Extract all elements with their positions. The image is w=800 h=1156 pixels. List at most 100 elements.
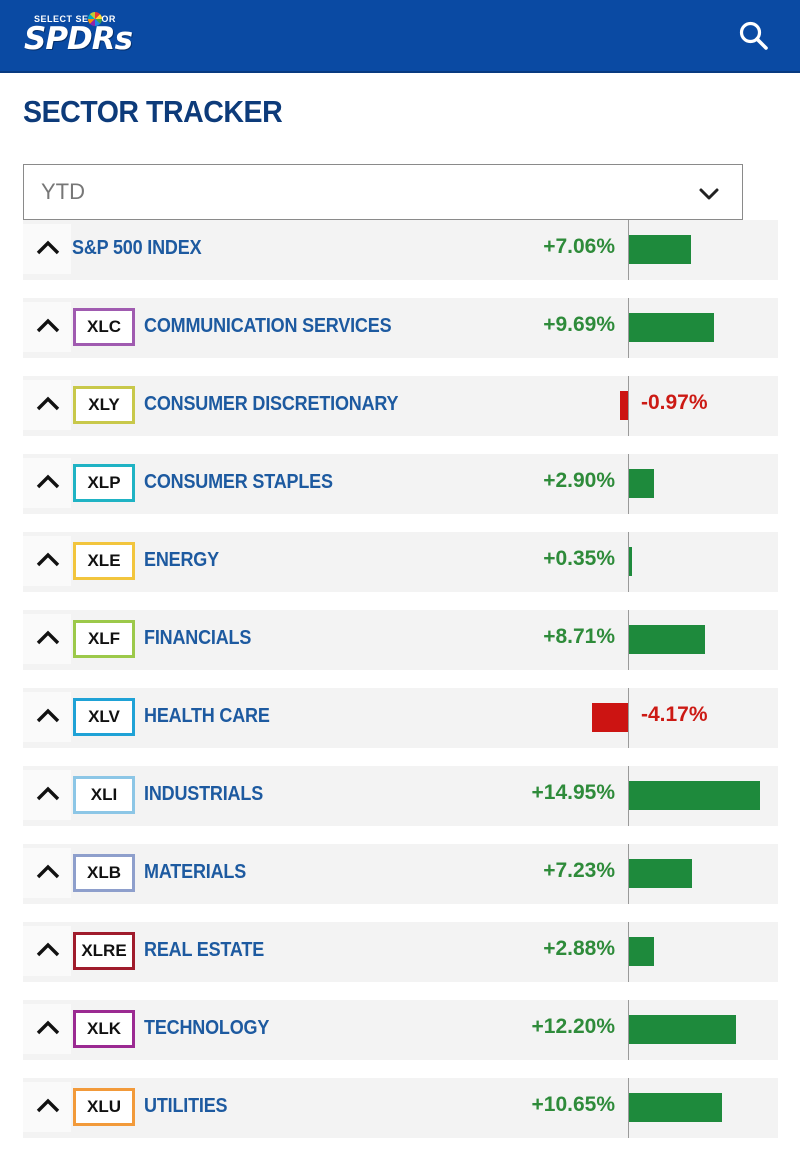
bar-axis-line <box>628 610 629 670</box>
bar-axis-line <box>628 844 629 904</box>
sector-name[interactable]: COMMUNICATION SERVICES <box>144 315 392 337</box>
sector-name[interactable]: CONSUMER STAPLES <box>144 471 333 493</box>
performance-bar <box>629 469 655 498</box>
sector-row: XLK TECHNOLOGY +12.20% <box>23 1000 778 1060</box>
expand-toggle-button[interactable] <box>23 380 71 430</box>
performance-bar <box>629 781 760 810</box>
percent-change: +14.95% <box>531 781 616 804</box>
bar-axis-line <box>628 298 629 358</box>
sector-name[interactable]: INDUSTRIALS <box>144 783 264 805</box>
performance-bar <box>629 313 714 342</box>
bar-axis-line <box>628 532 629 592</box>
percent-change: -0.97% <box>641 391 708 414</box>
sector-name[interactable]: HEALTH CARE <box>144 705 270 727</box>
performance-bar <box>629 937 655 966</box>
ticker-badge[interactable]: XLK <box>73 1010 135 1048</box>
sector-row: XLE ENERGY +0.35% <box>23 532 778 592</box>
ticker-badge[interactable]: XLC <box>73 308 135 346</box>
sector-row: XLY CONSUMER DISCRETIONARY -0.97% <box>23 376 778 436</box>
ticker-badge[interactable]: XLV <box>73 698 135 736</box>
expand-toggle-button[interactable] <box>23 926 71 976</box>
sector-name[interactable]: UTILITIES <box>144 1095 228 1117</box>
sector-name[interactable]: FINANCIALS <box>144 627 252 649</box>
performance-bar <box>629 1093 723 1122</box>
ticker-badge[interactable]: XLI <box>73 776 135 814</box>
sector-name[interactable]: MATERIALS <box>144 861 247 883</box>
performance-bar <box>591 703 628 732</box>
sector-row: XLI INDUSTRIALS +14.95% <box>23 766 778 826</box>
select-sector-spdrs-logo[interactable]: SELECT SECTOR SPDRs <box>24 12 154 58</box>
expand-toggle-button[interactable] <box>23 770 71 820</box>
top-navigation-bar: SELECT SECTOR SPDRs <box>0 0 800 73</box>
bar-axis-line <box>628 1000 629 1060</box>
percent-change: +8.71% <box>543 625 615 648</box>
sector-row: S&P 500 INDEX +7.06% <box>23 220 778 280</box>
chevron-up-icon <box>36 786 60 801</box>
sector-row: XLC COMMUNICATION SERVICES +9.69% <box>23 298 778 358</box>
percent-change: +10.65% <box>531 1093 616 1116</box>
expand-toggle-button[interactable] <box>23 1082 71 1132</box>
performance-bar <box>629 625 706 654</box>
sector-name[interactable]: CONSUMER DISCRETIONARY <box>144 393 399 415</box>
percent-change: -4.17% <box>641 703 708 726</box>
chevron-up-icon <box>36 630 60 645</box>
sector-row: XLF FINANCIALS +8.71% <box>23 610 778 670</box>
performance-bar <box>629 859 693 888</box>
logo-top-text: SELECT SECTOR <box>34 14 116 24</box>
ticker-badge[interactable]: XLF <box>73 620 135 658</box>
performance-bar <box>619 391 628 420</box>
percent-change: +2.88% <box>543 937 615 960</box>
period-select[interactable]: YTD <box>23 164 743 220</box>
ticker-badge[interactable]: XLY <box>73 386 135 424</box>
bar-axis-line <box>628 766 629 826</box>
chevron-up-icon <box>36 1098 60 1113</box>
chevron-up-icon <box>36 864 60 879</box>
sector-name[interactable]: S&P 500 INDEX <box>72 237 202 259</box>
sector-row: XLRE REAL ESTATE +2.88% <box>23 922 778 982</box>
sector-tracker-list: S&P 500 INDEX +7.06% XLC COMMUNICATION SERV… <box>23 220 778 1156</box>
percent-change: +7.06% <box>543 235 615 258</box>
chevron-up-icon <box>36 318 60 333</box>
period-select-value: YTD <box>41 179 85 204</box>
chevron-up-icon <box>36 1020 60 1035</box>
search-icon[interactable] <box>738 20 770 52</box>
chevron-up-icon <box>36 942 60 957</box>
chevron-up-icon <box>36 552 60 567</box>
expand-toggle-button[interactable] <box>23 458 71 508</box>
sector-row: XLV HEALTH CARE -4.17% <box>23 688 778 748</box>
ticker-badge[interactable]: XLP <box>73 464 135 502</box>
expand-toggle-button[interactable] <box>23 224 71 274</box>
ticker-badge[interactable]: XLE <box>73 542 135 580</box>
percent-change: +2.90% <box>543 469 615 492</box>
logo-wheel-icon <box>88 12 102 26</box>
sector-name[interactable]: REAL ESTATE <box>144 939 265 961</box>
chevron-up-icon <box>36 708 60 723</box>
bar-axis-line <box>628 1078 629 1138</box>
ticker-badge[interactable]: XLB <box>73 854 135 892</box>
chevron-up-icon <box>36 240 60 255</box>
percent-change: +7.23% <box>543 859 615 882</box>
expand-toggle-button[interactable] <box>23 614 71 664</box>
sector-row: XLP CONSUMER STAPLES +2.90% <box>23 454 778 514</box>
page-title: SECTOR TRACKER <box>23 94 283 129</box>
bar-axis-line <box>628 922 629 982</box>
expand-toggle-button[interactable] <box>23 692 71 742</box>
chevron-up-icon <box>36 474 60 489</box>
percent-change: +9.69% <box>543 313 615 336</box>
expand-toggle-button[interactable] <box>23 302 71 352</box>
expand-toggle-button[interactable] <box>23 1004 71 1054</box>
performance-bar <box>629 235 691 264</box>
bar-axis-line <box>628 688 629 748</box>
chevron-up-icon <box>36 396 60 411</box>
performance-bar <box>629 547 633 576</box>
logo-main-text: SPDRs <box>24 21 133 57</box>
expand-toggle-button[interactable] <box>23 536 71 586</box>
bar-axis-line <box>628 376 629 436</box>
ticker-badge[interactable]: XLU <box>73 1088 135 1126</box>
sector-name[interactable]: TECHNOLOGY <box>144 1017 270 1039</box>
performance-bar <box>629 1015 736 1044</box>
ticker-badge[interactable]: XLRE <box>73 932 135 970</box>
sector-name[interactable]: ENERGY <box>144 549 219 571</box>
bar-axis-line <box>628 454 629 514</box>
expand-toggle-button[interactable] <box>23 848 71 898</box>
